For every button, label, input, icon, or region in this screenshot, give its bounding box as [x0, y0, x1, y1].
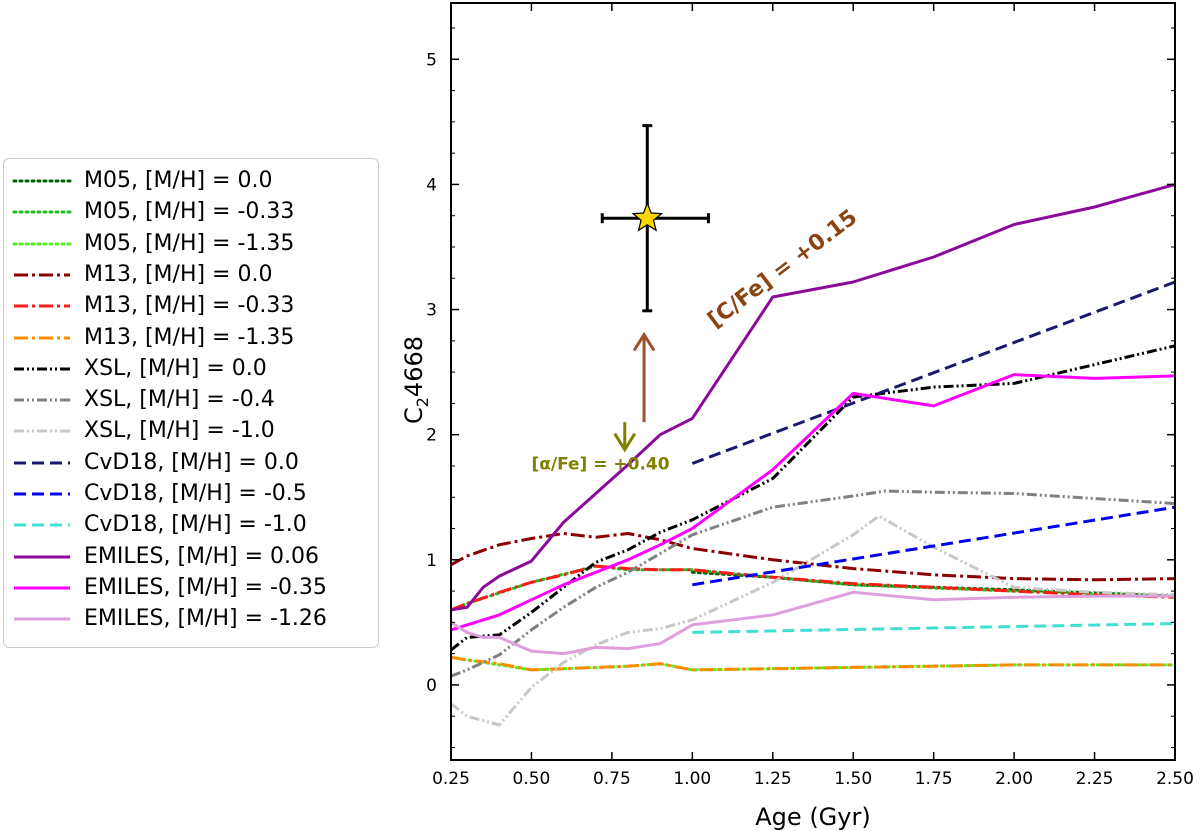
- y-tick-label: 4: [426, 175, 437, 195]
- series-layer: [451, 182, 1175, 727]
- star-marker: [631, 201, 664, 232]
- legend-entry: M13, [M/H] = -1.35: [4, 322, 378, 353]
- y-axis-label-suffix: 4668: [400, 336, 428, 397]
- legend-entry: XSL, [M/H] = -0.4: [4, 384, 378, 415]
- legend-label: M13, [M/H] = -0.33: [84, 293, 295, 319]
- legend-label: EMILES, [M/H] = -0.35: [84, 574, 327, 600]
- series-line-7: [451, 489, 1175, 678]
- legend-swatch: [12, 179, 72, 183]
- annotation-0: [C/Fe] = +0.15: [703, 205, 862, 333]
- legend-swatch: [14, 398, 70, 402]
- series-line-10: [692, 505, 1175, 587]
- x-tick-label: 0.75: [593, 769, 631, 789]
- x-tick-label: 2.25: [1076, 769, 1114, 789]
- legend-entry: M13, [M/H] = -0.33: [4, 290, 378, 321]
- y-tick-label: 3: [426, 301, 437, 321]
- y-tick-label: 0: [426, 676, 437, 696]
- legend-entry: CvD18, [M/H] = 0.0: [4, 447, 378, 478]
- annotation-layer: [C/Fe] = +0.15 [α/Fe] = +0.40: [531, 205, 862, 475]
- y-axis-label: C24668: [400, 336, 432, 424]
- legend-label: M13, [M/H] = -1.35: [84, 324, 295, 350]
- plot-frame: [450, 2, 1176, 761]
- series-line-6: [451, 344, 1175, 652]
- x-axis-label: Age (Gyr): [755, 803, 870, 831]
- legend-swatch: [14, 492, 70, 496]
- legend-label: XSL, [M/H] = -0.4: [84, 387, 275, 413]
- legend-entry: CvD18, [M/H] = -0.5: [4, 478, 378, 509]
- legend-entry: M05, [M/H] = -0.33: [4, 196, 378, 227]
- legend-entry: M05, [M/H] = 0.0: [4, 165, 378, 196]
- legend-swatch: [12, 210, 72, 214]
- legend-swatch: [14, 304, 70, 308]
- legend-swatch: [14, 367, 70, 371]
- series-line-5: [451, 655, 1175, 672]
- series-line-9: [691, 280, 1175, 465]
- x-tick-label: 1.25: [754, 769, 792, 789]
- x-tick-label: 1.50: [834, 769, 872, 789]
- legend-swatch: [14, 523, 70, 527]
- legend-swatch: [14, 586, 70, 590]
- legend-label: M05, [M/H] = 0.0: [84, 168, 273, 193]
- x-tick-label: 1.00: [673, 769, 711, 789]
- legend: M05, [M/H] = 0.0 M05, [M/H] = -0.33 M05, […: [3, 158, 379, 648]
- legend-label: M05, [M/H] = -0.33: [84, 199, 295, 225]
- measurement-layer: [600, 124, 710, 313]
- legend-label: XSL, [M/H] = 0.0: [84, 355, 267, 381]
- series-line-3: [451, 532, 1175, 582]
- series-line-14: [451, 590, 1175, 656]
- up-arrow: [632, 331, 656, 423]
- down-arrow: [613, 422, 637, 453]
- tick-layer: 0.25 0.50 0.75 1.00 1.25 1.50 1.75 2.00 2.25 2.50…: [426, 3, 1194, 789]
- y-tick-label: 5: [426, 50, 437, 70]
- legend-label: CvD18, [M/H] = -1.0: [84, 512, 307, 538]
- legend-swatch: [14, 461, 70, 465]
- annotation-1: [α/Fe] = +0.40: [531, 455, 669, 475]
- x-tick-label: 2.00: [995, 769, 1033, 789]
- legend-swatch: [14, 555, 70, 559]
- legend-swatch: [14, 273, 70, 277]
- x-tick-label: 2.50: [1156, 769, 1194, 789]
- legend-entry: CvD18, [M/H] = -1.0: [4, 509, 378, 540]
- legend-entry: M05, [M/H] = -1.35: [4, 228, 378, 259]
- x-tick-label: 0.50: [513, 769, 551, 789]
- legend-entry: XSL, [M/H] = -1.0: [4, 415, 378, 446]
- legend-swatch: [12, 242, 72, 246]
- legend-label: CvD18, [M/H] = 0.0: [84, 449, 299, 475]
- legend-swatch: [14, 429, 70, 433]
- y-axis-label-sub: 2: [413, 397, 432, 407]
- legend-swatch: [14, 336, 70, 339]
- legend-swatch: [14, 617, 70, 621]
- x-tick-label: 0.25: [432, 769, 470, 789]
- series-line-8: [451, 514, 1175, 727]
- legend-label: EMILES, [M/H] = 0.06: [84, 543, 319, 569]
- legend-label: M13, [M/H] = 0.0: [84, 261, 273, 287]
- x-tick-label: 1.75: [915, 769, 953, 789]
- y-tick-label: 1: [426, 551, 437, 571]
- legend-entry: XSL, [M/H] = 0.0: [4, 353, 378, 384]
- legend-entry: EMILES, [M/H] = -0.35: [4, 572, 378, 603]
- legend-entry: EMILES, [M/H] = 0.06: [4, 541, 378, 572]
- legend-entry: M13, [M/H] = 0.0: [4, 259, 378, 290]
- y-axis-label-main: C: [400, 407, 428, 424]
- series-line-11: [692, 622, 1175, 634]
- series-line-13: [451, 373, 1175, 632]
- y-tick-label: 2: [426, 426, 437, 446]
- series-line-12: [451, 182, 1175, 612]
- legend-label: CvD18, [M/H] = -0.5: [84, 481, 307, 506]
- legend-label: XSL, [M/H] = -1.0: [84, 418, 275, 444]
- legend-label: EMILES, [M/H] = -1.26: [84, 606, 327, 632]
- legend-entry: EMILES, [M/H] = -1.26: [4, 603, 378, 634]
- series-line-4: [451, 564, 1175, 612]
- legend-label: M05, [M/H] = -1.35: [84, 230, 295, 256]
